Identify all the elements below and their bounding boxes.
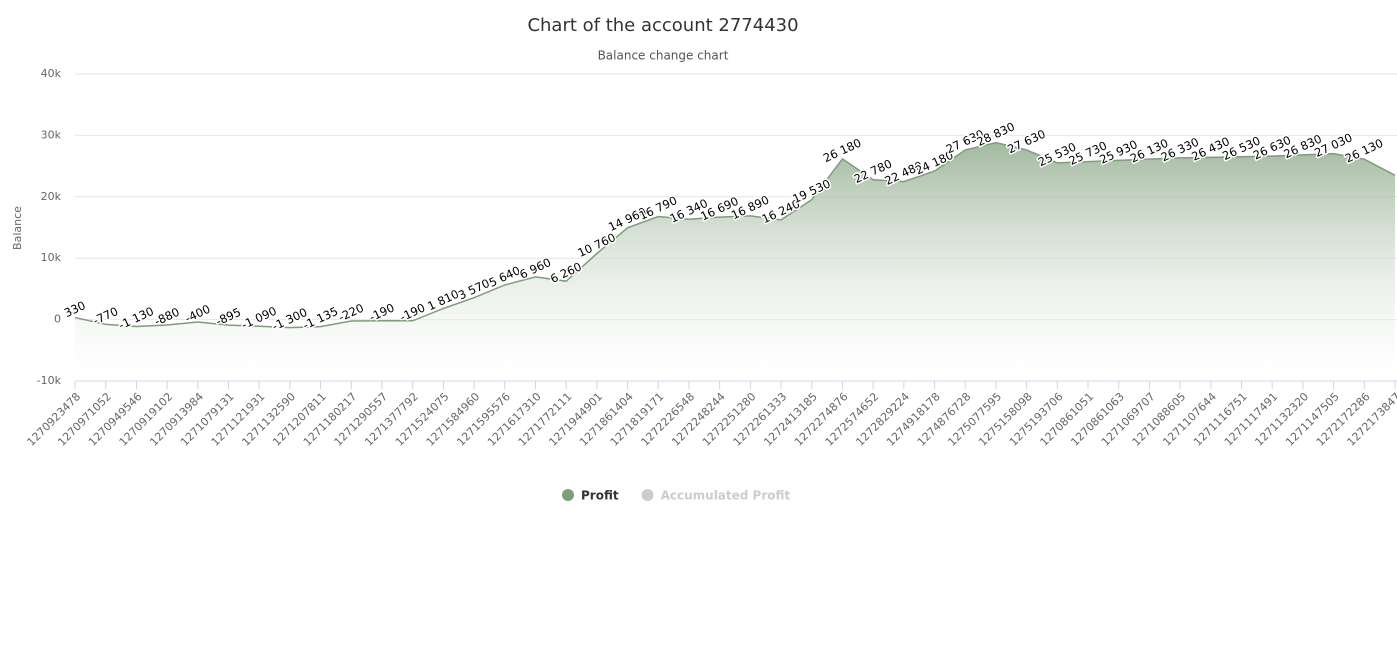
line bbox=[74, 141, 1396, 329]
legend-label[interactable]: Accumulated Profit bbox=[661, 489, 791, 503]
chart-title: Chart of the account 2774430 bbox=[527, 15, 798, 36]
area bbox=[75, 142, 1395, 381]
y-tick-label: -10k bbox=[37, 374, 62, 387]
legend-marker bbox=[562, 489, 574, 501]
data-label: 330 bbox=[62, 298, 88, 320]
legend-marker bbox=[641, 489, 654, 501]
chart-subtitle: Balance change chart bbox=[598, 49, 729, 63]
y-tick-label: 0 bbox=[54, 313, 61, 326]
legend-label[interactable]: Profit bbox=[581, 489, 619, 503]
y-tick-label: 30k bbox=[41, 128, 62, 141]
y-tick-label: 20k bbox=[41, 190, 62, 203]
y-axis-title: Balance bbox=[11, 206, 24, 250]
y-tick-label: 40k bbox=[41, 67, 62, 80]
y-tick-label: 10k bbox=[41, 251, 62, 264]
